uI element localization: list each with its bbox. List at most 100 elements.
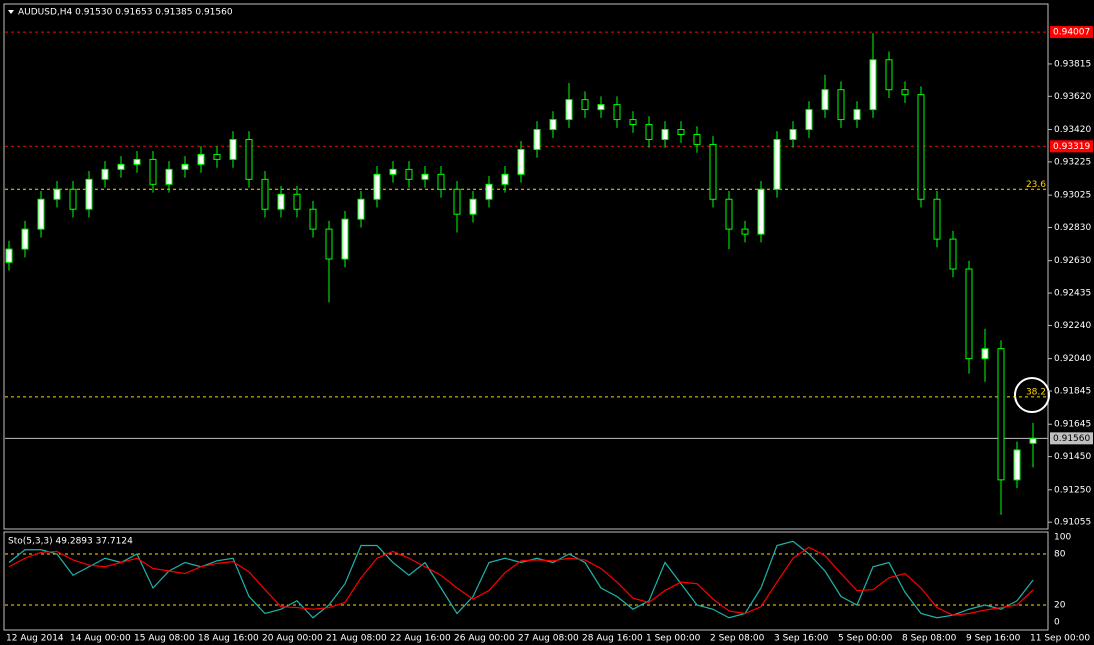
candle-body bbox=[885, 59, 893, 91]
candle-body bbox=[773, 138, 781, 190]
candle-body bbox=[469, 198, 477, 215]
candle-body bbox=[85, 178, 93, 210]
x-tick-label: 9 Sep 16:00 bbox=[966, 634, 1021, 644]
candle-body bbox=[437, 173, 445, 190]
x-tick-label: 8 Sep 08:00 bbox=[902, 634, 957, 644]
candle-body bbox=[245, 138, 253, 180]
y-tick-label: 0.91450 bbox=[1054, 452, 1091, 462]
candle-body bbox=[949, 238, 957, 270]
y-tick-label: 0.91645 bbox=[1054, 420, 1091, 430]
candle-body bbox=[965, 268, 973, 360]
x-tick-label: 5 Sep 00:00 bbox=[838, 634, 893, 644]
x-tick-label: 21 Aug 08:00 bbox=[326, 634, 387, 644]
y-tick-label: 0.93620 bbox=[1054, 92, 1091, 102]
menu-arrow[interactable] bbox=[8, 10, 14, 14]
y-tick-label: 0.93025 bbox=[1054, 191, 1091, 201]
candle-body bbox=[69, 188, 77, 210]
level-box bbox=[1050, 432, 1093, 445]
candle-body bbox=[757, 188, 765, 235]
candle-body bbox=[405, 168, 413, 180]
annotation-circle bbox=[1014, 377, 1050, 413]
level-box bbox=[1050, 26, 1093, 39]
candle-body bbox=[341, 218, 349, 260]
candle-body bbox=[997, 348, 1005, 481]
x-tick-label: 1 Sep 00:00 bbox=[646, 634, 701, 644]
candle-body bbox=[661, 129, 669, 140]
candle-body bbox=[21, 228, 29, 250]
level-box bbox=[1050, 140, 1093, 153]
candle-body bbox=[581, 99, 589, 111]
candle-body bbox=[389, 168, 397, 175]
x-tick-label: 28 Aug 16:00 bbox=[582, 634, 643, 644]
candle-body bbox=[565, 99, 573, 121]
x-tick-label: 11 Sep 00:00 bbox=[1030, 634, 1090, 644]
candle-body bbox=[901, 89, 909, 96]
candle-body bbox=[789, 129, 797, 140]
candle-body bbox=[677, 129, 685, 136]
candle-body bbox=[421, 173, 429, 180]
candle-body bbox=[725, 198, 733, 230]
x-tick-label: 22 Aug 16:00 bbox=[390, 634, 451, 644]
candle-body bbox=[1029, 437, 1037, 444]
x-tick-label: 2 Sep 08:00 bbox=[710, 634, 765, 644]
candle-body bbox=[5, 248, 13, 263]
y-tick-label: 0.93815 bbox=[1054, 59, 1091, 69]
candle-body bbox=[293, 193, 301, 210]
candle-body bbox=[53, 188, 61, 200]
candle-body bbox=[613, 104, 621, 121]
y-tick-label: 100 bbox=[1054, 533, 1071, 543]
candle-body bbox=[229, 138, 237, 160]
x-tick-label: 26 Aug 00:00 bbox=[454, 634, 515, 644]
candle-body bbox=[453, 188, 461, 215]
candle-body bbox=[117, 163, 125, 170]
candle-body bbox=[133, 158, 141, 165]
candle-body bbox=[933, 198, 941, 240]
candle-body bbox=[869, 59, 877, 111]
candle-body bbox=[693, 134, 701, 145]
candle-body bbox=[917, 94, 925, 200]
y-tick-label: 80 bbox=[1054, 550, 1066, 560]
level-label: 0.93319 bbox=[1053, 142, 1090, 152]
candle-body bbox=[741, 228, 749, 235]
candle-body bbox=[821, 89, 829, 111]
y-tick-label: 0 bbox=[1054, 618, 1060, 628]
stoch-pane bbox=[3, 531, 1049, 631]
candle-body bbox=[197, 153, 205, 165]
candle-body bbox=[165, 168, 173, 185]
y-tick-label: 0.91055 bbox=[1054, 518, 1091, 528]
candle-body bbox=[805, 109, 813, 131]
candle-body bbox=[533, 129, 541, 150]
y-tick-label: 0.93420 bbox=[1054, 125, 1091, 135]
candle-body bbox=[101, 168, 109, 180]
candle-body bbox=[149, 158, 157, 185]
y-tick-label: 20 bbox=[1054, 601, 1066, 611]
candle-body bbox=[645, 124, 653, 140]
candle-body bbox=[485, 183, 493, 200]
x-tick-label: 15 Aug 08:00 bbox=[134, 634, 195, 644]
y-tick-label: 0.92435 bbox=[1054, 289, 1091, 299]
y-tick-label: 0.92040 bbox=[1054, 354, 1091, 364]
level-label: 0.91560 bbox=[1053, 434, 1090, 444]
candle-body bbox=[261, 178, 269, 210]
candle-body bbox=[517, 148, 525, 175]
stoch-line bbox=[8, 540, 1034, 619]
candle-body bbox=[373, 173, 381, 200]
stoch-line bbox=[8, 546, 1034, 616]
candle-body bbox=[981, 348, 989, 360]
candle-body bbox=[837, 89, 845, 121]
x-tick-label: 20 Aug 00:00 bbox=[262, 634, 323, 644]
y-tick-label: 0.91250 bbox=[1054, 485, 1091, 495]
level-label: 23.6 bbox=[1026, 180, 1046, 190]
x-tick-label: 27 Aug 08:00 bbox=[518, 634, 579, 644]
candle-body bbox=[37, 198, 45, 230]
y-tick-label: 0.93225 bbox=[1054, 157, 1091, 167]
candle-body bbox=[1013, 449, 1021, 481]
y-tick-label: 0.92830 bbox=[1054, 223, 1091, 233]
candle-body bbox=[501, 173, 509, 185]
candle-body bbox=[277, 193, 285, 210]
x-tick-label: 3 Sep 16:00 bbox=[774, 634, 829, 644]
candle-body bbox=[853, 109, 861, 121]
candle-body bbox=[709, 143, 717, 200]
